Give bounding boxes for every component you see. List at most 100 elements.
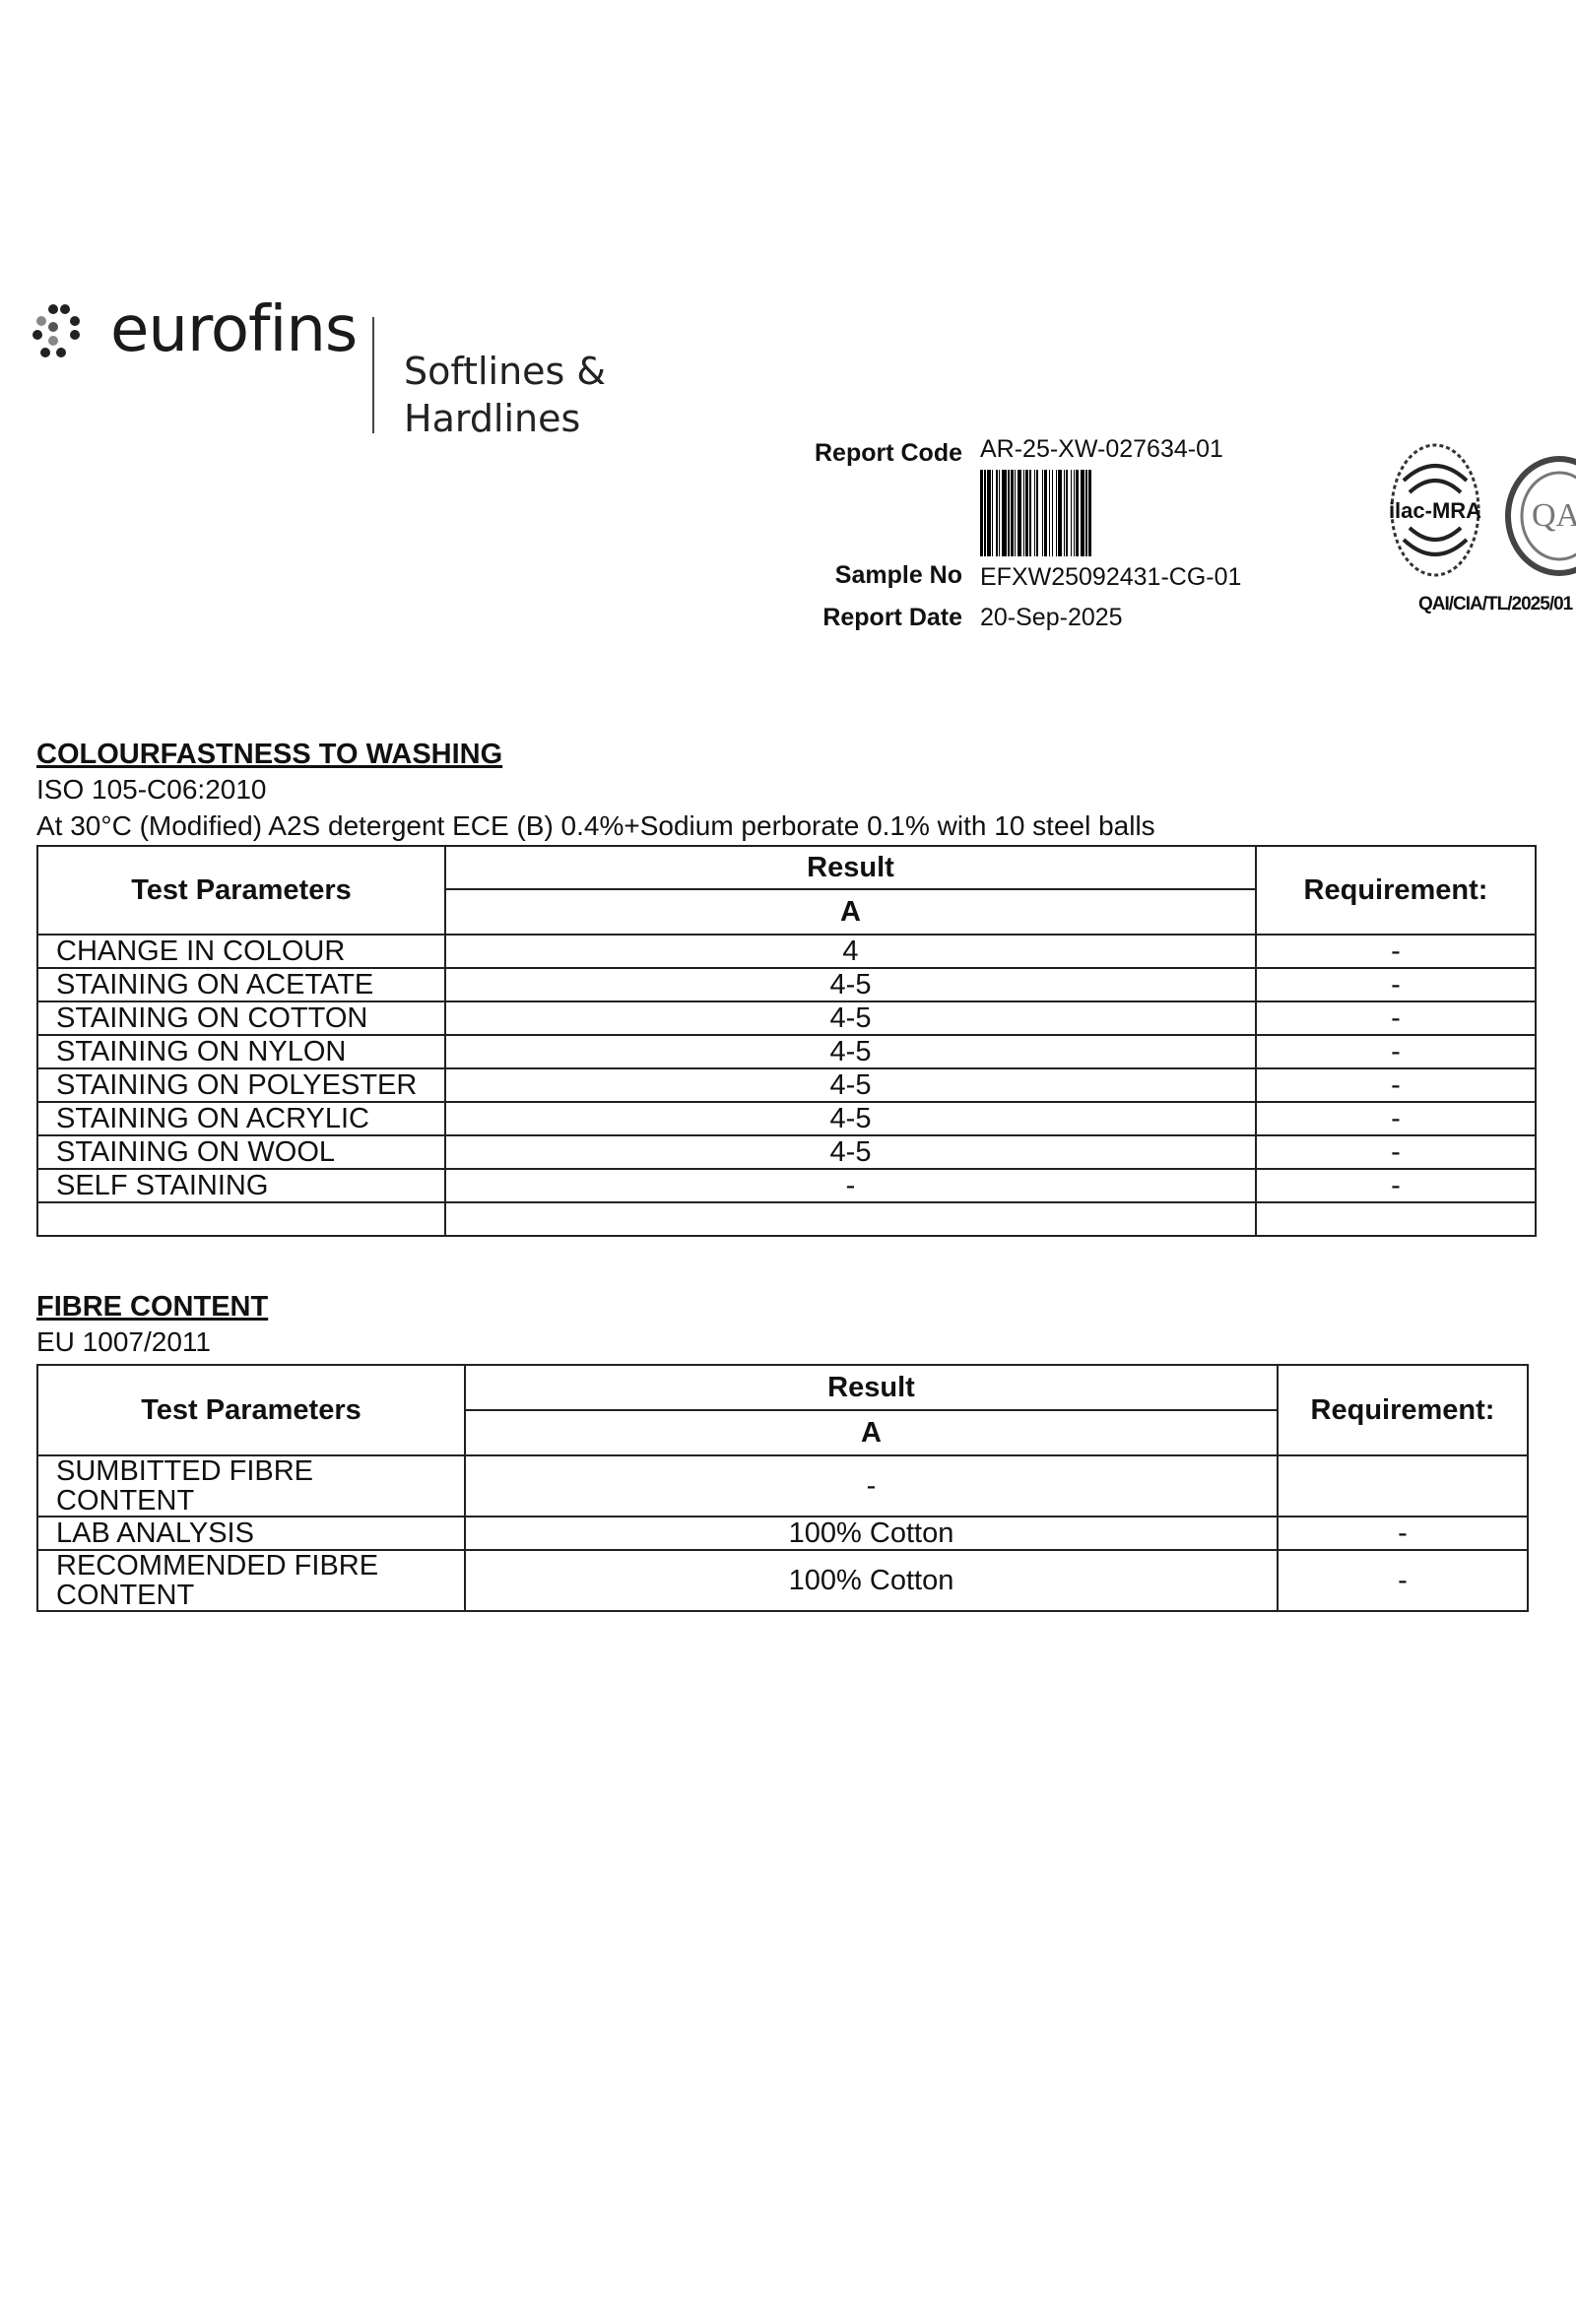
col-header-params: Test Parameters <box>36 845 446 936</box>
barcode-bar <box>1058 470 1062 556</box>
table-row: CHANGE IN COLOUR 4- <box>36 934 1537 969</box>
barcode-bar <box>984 470 986 556</box>
param-cell: STAINING ON ACETATE <box>36 967 446 1002</box>
requirement-cell: - <box>1255 934 1537 969</box>
barcode-bar <box>1076 470 1079 556</box>
svg-text:QA: QA <box>1532 497 1576 534</box>
barcode-bar <box>1062 470 1064 556</box>
barcode-bar <box>1043 470 1044 556</box>
barcode-bar <box>1072 470 1074 556</box>
param-cell: SUMBITTED FIBRE CONTENT <box>36 1454 466 1517</box>
barcode-bar <box>1057 470 1058 556</box>
report-date-label: Report Date <box>822 604 962 631</box>
requirement-cell: - <box>1277 1549 1529 1612</box>
barcode-bar <box>1079 470 1081 556</box>
barcode-bar <box>1064 470 1065 556</box>
barcode-bar <box>1081 470 1084 556</box>
fibre-table: Test Parameters Result Requirement: A SU… <box>36 1364 1529 1612</box>
result-cell: 4-5 <box>444 1101 1257 1136</box>
barcode-bar <box>993 470 996 556</box>
param-cell: SELF STAINING <box>36 1168 446 1203</box>
barcode-bar <box>1050 470 1052 556</box>
barcode-bar <box>1056 470 1057 556</box>
param-cell: LAB ANALYSIS <box>36 1516 466 1551</box>
barcode-bar <box>1035 470 1036 556</box>
barcode-bar <box>1038 470 1042 556</box>
col-header-sample: A <box>464 1409 1279 1456</box>
table-row: STAINING ON ACRYLIC 4-5- <box>36 1101 1537 1136</box>
table-row: STAINING ON NYLON 4-5- <box>36 1034 1537 1069</box>
param-cell: STAINING ON COTTON <box>36 1001 446 1036</box>
colourfastness-standard: ISO 105-C06:2010 <box>36 774 267 805</box>
report-code-label: Report Code <box>815 439 962 467</box>
ilac-mra-logo-icon: ilac-MRA <box>1389 443 1481 577</box>
barcode-bar <box>1085 470 1087 556</box>
barcode-bar <box>1015 470 1016 556</box>
qa-logo-icon: QA <box>1505 456 1576 576</box>
report-date: 20-Sep-2025 <box>980 604 1123 631</box>
barcode-bar <box>983 470 984 556</box>
barcode-bar <box>1028 470 1029 556</box>
barcode-bar <box>1084 470 1085 556</box>
param-cell: STAINING ON POLYESTER <box>36 1067 446 1103</box>
col-header-requirement: Requirement: <box>1255 845 1537 936</box>
logo-divider <box>372 317 374 433</box>
barcode-bar <box>1011 470 1014 556</box>
empty-cell <box>444 1201 1257 1237</box>
col-header-requirement: Requirement: <box>1277 1364 1529 1456</box>
report-code: AR-25-XW-027634-01 <box>980 435 1223 463</box>
colourfastness-conditions: At 30°C (Modified) A2S detergent ECE (B)… <box>36 810 1155 841</box>
barcode-bar <box>980 470 983 556</box>
barcode-bar <box>1065 470 1066 556</box>
empty-cell <box>1255 1201 1537 1237</box>
result-cell: 100% Cotton <box>464 1549 1279 1612</box>
requirement-cell: - <box>1255 1168 1537 1203</box>
barcode-bar <box>1088 470 1091 556</box>
requirement-cell: - <box>1255 1034 1537 1069</box>
svg-text:ilac-MRA: ilac-MRA <box>1389 498 1481 523</box>
barcode-bar <box>1008 470 1010 556</box>
barcode-bar <box>1029 470 1031 556</box>
requirement-cell <box>1277 1454 1529 1517</box>
barcode-bar <box>1047 470 1049 556</box>
barcode-bar <box>1049 470 1050 556</box>
barcode-bar <box>1091 470 1092 556</box>
requirement-cell: - <box>1255 1001 1537 1036</box>
barcode-bar <box>991 470 992 556</box>
barcode-bar <box>1074 470 1075 556</box>
colourfastness-title: COLOURFASTNESS TO WASHING <box>36 739 503 770</box>
barcode-bar <box>1018 470 1021 556</box>
col-header-result: Result <box>444 845 1257 890</box>
division-line2: Hardlines <box>404 397 581 440</box>
barcode-bar <box>986 470 987 556</box>
result-cell: 4-5 <box>444 1034 1257 1069</box>
division-line1: Softlines & <box>404 350 607 393</box>
result-cell: 4-5 <box>444 1134 1257 1170</box>
col-header-result: Result <box>464 1364 1279 1411</box>
fibre-standard: EU 1007/2011 <box>36 1326 211 1357</box>
barcode-bar <box>1068 470 1071 556</box>
requirement-cell: - <box>1255 967 1537 1002</box>
empty-row <box>36 1201 1537 1237</box>
table-row: SELF STAINING - - <box>36 1168 1537 1203</box>
empty-cell <box>36 1201 446 1237</box>
barcode-bar <box>1071 470 1072 556</box>
col-header-sample: A <box>444 888 1257 936</box>
result-cell: - <box>444 1168 1257 1203</box>
param-cell: CHANGE IN COLOUR <box>36 934 446 969</box>
table-row: STAINING ON COTTON 4-5- <box>36 1001 1537 1036</box>
eurofins-logo-icon <box>33 304 80 357</box>
barcode-bar <box>1002 470 1007 556</box>
requirement-cell: - <box>1277 1516 1529 1551</box>
table-row: SUMBITTED FIBRE CONTENT - <box>36 1454 1529 1517</box>
col-header-params: Test Parameters <box>36 1364 466 1456</box>
barcode <box>980 470 1303 556</box>
result-cell: 100% Cotton <box>464 1516 1279 1551</box>
barcode-bar <box>1034 470 1035 556</box>
param-cell: STAINING ON NYLON <box>36 1034 446 1069</box>
barcode-bar <box>1025 470 1028 556</box>
barcode-bar <box>1053 470 1056 556</box>
result-cell: 4-5 <box>444 1067 1257 1103</box>
barcode-bar <box>1010 470 1011 556</box>
requirement-cell: - <box>1255 1067 1537 1103</box>
